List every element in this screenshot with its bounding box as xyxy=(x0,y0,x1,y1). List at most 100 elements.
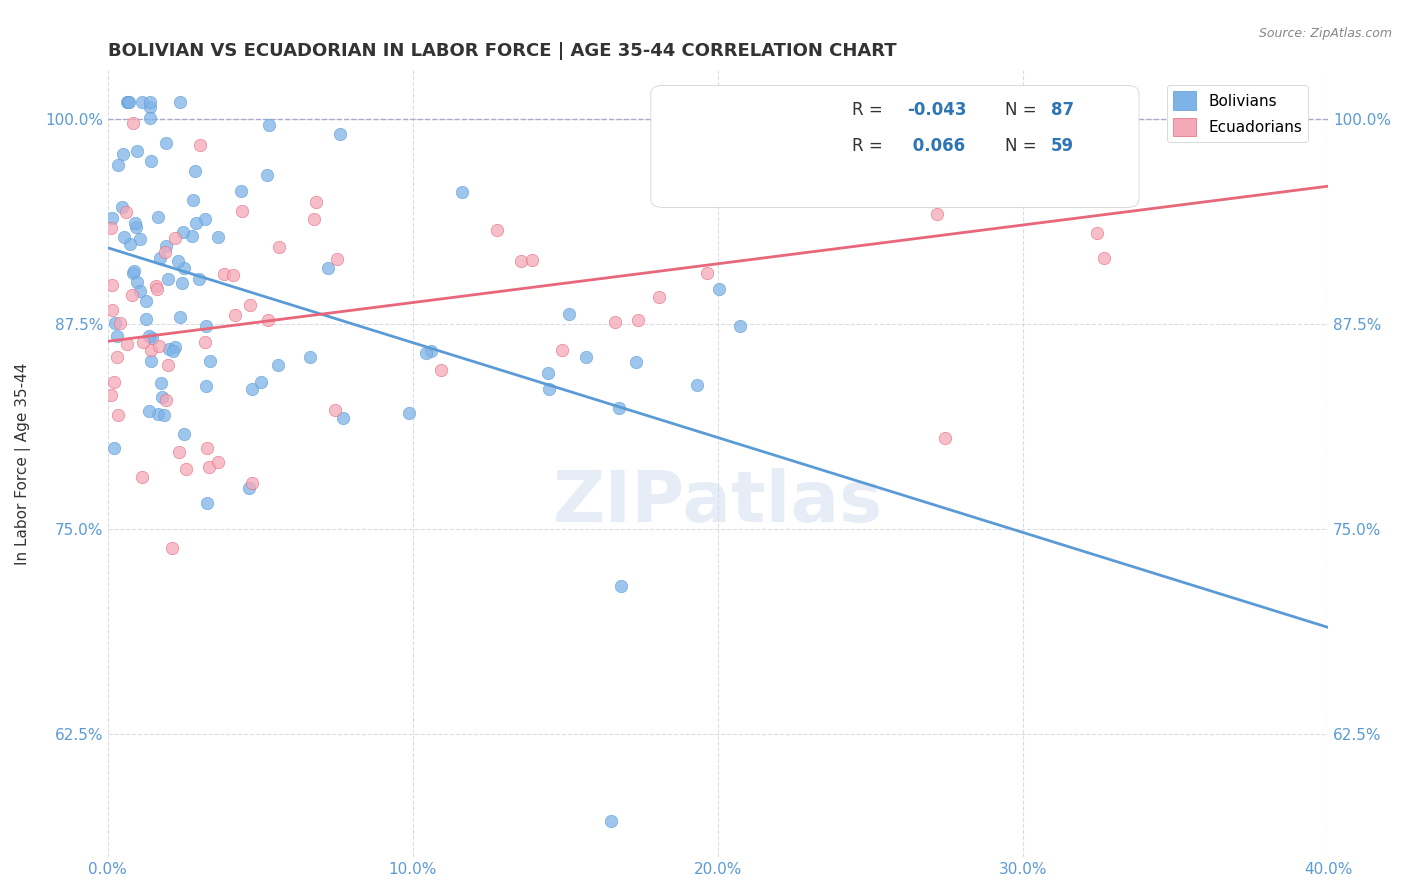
FancyBboxPatch shape xyxy=(651,86,1139,208)
Ecuadorians xyxy=(131,470,153,484)
Text: 87: 87 xyxy=(1052,101,1074,120)
Text: 0.066: 0.066 xyxy=(907,136,966,154)
Bolivians xyxy=(131,95,153,110)
Bolivians xyxy=(183,193,205,207)
Ecuadorians xyxy=(429,363,451,377)
Y-axis label: In Labor Force | Age 35-44: In Labor Force | Age 35-44 xyxy=(15,362,31,565)
Bolivians xyxy=(155,136,177,150)
Bolivians xyxy=(124,264,146,278)
Text: Source: ZipAtlas.com: Source: ZipAtlas.com xyxy=(1258,27,1392,40)
Bolivians xyxy=(451,185,474,199)
Bolivians xyxy=(156,272,179,286)
Ecuadorians xyxy=(267,240,290,254)
Bolivians xyxy=(152,408,174,422)
Ecuadorians xyxy=(155,393,177,408)
Ecuadorians xyxy=(509,254,531,268)
Text: R =: R = xyxy=(852,136,889,154)
Ecuadorians xyxy=(122,116,145,130)
Bolivians xyxy=(146,211,169,225)
Bolivians xyxy=(575,350,598,364)
Ecuadorians xyxy=(132,334,155,349)
Bolivians xyxy=(105,329,128,343)
Bolivians xyxy=(316,261,339,276)
Bolivians xyxy=(420,343,443,358)
Bolivians xyxy=(124,216,146,230)
Ecuadorians xyxy=(174,462,197,476)
Text: N =: N = xyxy=(1005,136,1042,154)
Ecuadorians xyxy=(115,205,138,219)
Ecuadorians xyxy=(153,245,176,260)
Bolivians xyxy=(138,403,160,417)
Ecuadorians xyxy=(207,455,229,469)
Ecuadorians xyxy=(101,277,124,292)
Bolivians xyxy=(127,144,149,158)
Ecuadorians xyxy=(1087,227,1109,241)
Text: 59: 59 xyxy=(1052,136,1074,154)
Ecuadorians xyxy=(326,252,349,267)
Bolivians xyxy=(149,251,172,265)
Bolivians xyxy=(138,100,160,114)
Bolivians xyxy=(111,200,134,214)
Bolivians xyxy=(187,272,209,286)
Bolivians xyxy=(135,311,157,326)
Bolivians xyxy=(104,316,127,330)
Bolivians xyxy=(122,266,145,280)
Bolivians xyxy=(162,344,184,359)
Bolivians xyxy=(195,379,218,393)
Ecuadorians xyxy=(156,359,179,373)
Ecuadorians xyxy=(773,95,796,110)
Ecuadorians xyxy=(101,303,124,318)
Ecuadorians xyxy=(934,431,956,445)
Bolivians xyxy=(257,118,280,132)
Ecuadorians xyxy=(100,221,122,235)
Bolivians xyxy=(728,318,751,333)
Bolivians xyxy=(150,390,173,404)
Bolivians xyxy=(537,366,560,380)
Bolivians xyxy=(139,354,162,368)
Text: -0.043: -0.043 xyxy=(907,101,966,120)
Ecuadorians xyxy=(240,476,263,491)
Ecuadorians xyxy=(627,312,650,326)
Bolivians xyxy=(139,111,162,125)
Bolivians xyxy=(415,346,437,360)
Ecuadorians xyxy=(163,231,186,245)
Bolivians xyxy=(125,276,148,290)
Bolivians xyxy=(141,331,163,345)
Ecuadorians xyxy=(648,290,671,304)
Bolivians xyxy=(207,230,229,244)
Bolivians xyxy=(118,237,141,252)
Ecuadorians xyxy=(121,288,143,302)
Ecuadorians xyxy=(325,402,347,417)
Bolivians xyxy=(139,95,162,110)
Bolivians xyxy=(600,814,623,828)
Bolivians xyxy=(163,340,186,354)
Bolivians xyxy=(112,146,135,161)
Bolivians xyxy=(267,358,290,372)
Ecuadorians xyxy=(194,335,217,350)
Ecuadorians xyxy=(195,441,218,455)
Ecuadorians xyxy=(103,376,125,390)
Ecuadorians xyxy=(603,315,626,329)
Bolivians xyxy=(709,281,731,295)
Ecuadorians xyxy=(925,121,948,136)
Ecuadorians xyxy=(1070,172,1092,186)
Ecuadorians xyxy=(169,445,191,459)
Bolivians xyxy=(157,342,180,356)
Ecuadorians xyxy=(696,266,718,280)
Bolivians xyxy=(135,293,157,308)
Bolivians xyxy=(240,382,263,396)
Ecuadorians xyxy=(231,204,253,219)
Bolivians xyxy=(194,212,217,227)
Bolivians xyxy=(238,481,260,495)
Ecuadorians xyxy=(108,316,131,330)
Bolivians xyxy=(398,406,420,420)
Ecuadorians xyxy=(522,253,544,268)
Bolivians xyxy=(169,95,191,110)
Bolivians xyxy=(172,226,194,240)
Bolivians xyxy=(139,154,162,169)
Bolivians xyxy=(607,401,630,415)
Ecuadorians xyxy=(188,137,211,152)
Text: N =: N = xyxy=(1005,101,1042,120)
Bolivians xyxy=(250,376,273,390)
Ecuadorians xyxy=(304,211,326,226)
